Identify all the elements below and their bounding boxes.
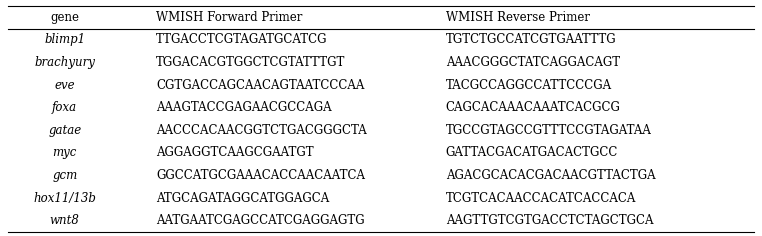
Text: eve: eve	[54, 79, 75, 92]
Text: gcm: gcm	[52, 169, 78, 182]
Text: hox11/13b: hox11/13b	[34, 192, 96, 205]
Text: TGCCGTAGCCGTTTCCGTAGATAA: TGCCGTAGCCGTTTCCGTAGATAA	[446, 124, 652, 137]
Text: AACCCACAACGGTCTGACGGGCTA: AACCCACAACGGTCTGACGGGCTA	[156, 124, 367, 137]
Text: wnt8: wnt8	[50, 214, 80, 227]
Text: AAACGGGCTATCAGGACAGT: AAACGGGCTATCAGGACAGT	[446, 56, 620, 69]
Text: brachyury: brachyury	[34, 56, 95, 69]
Text: AATGAATCGAGCCATCGAGGAGTG: AATGAATCGAGCCATCGAGGAGTG	[156, 214, 365, 227]
Text: WMISH Forward Primer: WMISH Forward Primer	[156, 11, 303, 24]
Text: AAGTTGTCGTGACCTCTAGCTGCA: AAGTTGTCGTGACCTCTAGCTGCA	[446, 214, 653, 227]
Text: gatae: gatae	[48, 124, 82, 137]
Text: ATGCAGATAGGCATGGAGCA: ATGCAGATAGGCATGGAGCA	[156, 192, 329, 205]
Text: gene: gene	[50, 11, 79, 24]
Text: TGGACACGTGGCTCGTATTTGT: TGGACACGTGGCTCGTATTTGT	[156, 56, 346, 69]
Text: blimp1: blimp1	[44, 34, 85, 46]
Text: CGTGACCAGCAACAGTAATCCCAA: CGTGACCAGCAACAGTAATCCCAA	[156, 79, 364, 92]
Text: TACGCCAGGCCATTCCCGA: TACGCCAGGCCATTCCCGA	[446, 79, 612, 92]
Text: myc: myc	[53, 146, 77, 159]
Text: TCGTCACAACCACATCACCACA: TCGTCACAACCACATCACCACA	[446, 192, 636, 205]
Text: AAAGTACCGAGAACGCCAGA: AAAGTACCGAGAACGCCAGA	[156, 101, 331, 114]
Text: WMISH Reverse Primer: WMISH Reverse Primer	[446, 11, 590, 24]
Text: AGACGCACACGACAACGTTACTGA: AGACGCACACGACAACGTTACTGA	[446, 169, 655, 182]
Text: foxa: foxa	[53, 101, 77, 114]
Text: GGCCATGCGAAACACCAACAATCA: GGCCATGCGAAACACCAACAATCA	[156, 169, 365, 182]
Text: AGGAGGTCAAGCGAATGT: AGGAGGTCAAGCGAATGT	[156, 146, 314, 159]
Text: TTGACCTCGTAGATGCATCG: TTGACCTCGTAGATGCATCG	[156, 34, 328, 46]
Text: CAGCACAAACAAATCACGCG: CAGCACAAACAAATCACGCG	[446, 101, 620, 114]
Text: GATTACGACATGACACTGCC: GATTACGACATGACACTGCC	[446, 146, 618, 159]
Text: TGTCTGCCATCGTGAATTTG: TGTCTGCCATCGTGAATTTG	[446, 34, 616, 46]
